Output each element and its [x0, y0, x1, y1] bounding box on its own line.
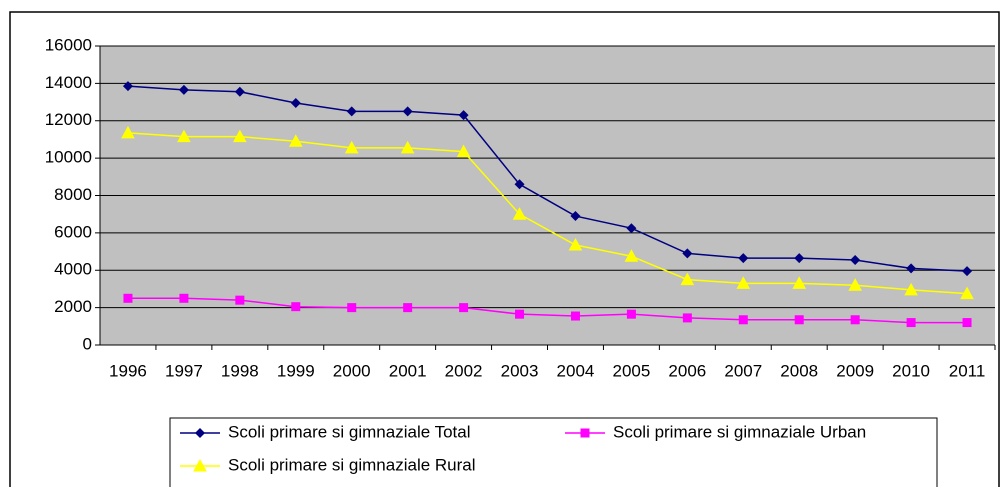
x-tick-label: 1998 [221, 361, 259, 380]
data-point [960, 286, 974, 300]
data-point [233, 129, 247, 143]
legend-label: Scoli primare si gimnaziale Urban [613, 422, 866, 441]
data-point [680, 272, 695, 286]
data-point [624, 249, 639, 262]
data-point [122, 81, 133, 92]
y-tick-label: 16000 [45, 35, 92, 54]
data-point [904, 282, 918, 296]
y-tick-label: 0 [83, 334, 92, 353]
x-tick-label: 2006 [668, 361, 706, 380]
y-tick-label: 2000 [54, 297, 92, 316]
legend-label: Scoli primare si gimnaziale Rural [228, 455, 476, 474]
data-point [850, 315, 860, 325]
data-point [346, 106, 357, 117]
x-tick-label: 1997 [165, 361, 203, 380]
data-point [123, 293, 133, 303]
data-point [570, 311, 580, 321]
data-point [403, 303, 413, 313]
y-tick-label: 4000 [54, 260, 92, 279]
x-tick-label: 2007 [724, 361, 762, 380]
legend-marker [193, 458, 207, 472]
data-point [682, 313, 692, 323]
data-point [794, 253, 805, 264]
data-point [568, 237, 583, 251]
data-point [906, 263, 917, 274]
data-point [736, 276, 751, 289]
legend-marker [580, 428, 590, 438]
x-tick-label: 2003 [501, 361, 539, 380]
data-point [178, 84, 189, 95]
legend-label: Scoli primare si gimnaziale Total [228, 422, 471, 441]
series-line [127, 132, 968, 295]
data-point [400, 140, 415, 154]
data-point [344, 140, 359, 154]
legend [169, 417, 938, 492]
data-point [515, 309, 525, 319]
data-point [177, 129, 191, 143]
y-tick-label: 10000 [45, 148, 92, 167]
legend-marker [195, 428, 205, 438]
data-point [794, 315, 804, 325]
data-point [906, 318, 916, 328]
data-point [291, 302, 301, 312]
data-point [626, 223, 637, 234]
y-tick-label: 8000 [54, 185, 92, 204]
data-point [458, 110, 469, 121]
data-point [682, 248, 693, 259]
x-tick-label: 2004 [557, 361, 595, 380]
x-tick-label: 1999 [277, 361, 315, 380]
x-tick-label: 2001 [389, 361, 427, 380]
x-tick-label: 2000 [333, 361, 371, 380]
data-point [738, 253, 749, 264]
y-tick-label: 14000 [45, 73, 92, 92]
data-point [738, 315, 748, 325]
data-point [962, 266, 973, 277]
data-point [402, 106, 413, 117]
x-tick-label: 2002 [445, 361, 483, 380]
series-line [127, 297, 968, 324]
data-point [570, 211, 581, 222]
data-point [850, 254, 861, 265]
data-point [235, 295, 245, 305]
x-tick-label: 2011 [949, 361, 986, 380]
data-point [179, 293, 189, 303]
x-tick-label: 2010 [892, 361, 930, 380]
series-line [127, 85, 968, 272]
y-tick-label: 12000 [45, 110, 92, 129]
data-point [792, 276, 807, 289]
data-point [290, 97, 301, 108]
data-point [962, 318, 972, 328]
data-point [512, 207, 527, 220]
data-point [288, 134, 303, 147]
data-point [121, 125, 135, 139]
data-point [626, 309, 636, 319]
data-point [234, 86, 245, 97]
data-point [347, 303, 357, 313]
x-tick-label: 2008 [780, 361, 818, 380]
x-tick-label: 1996 [109, 361, 147, 380]
data-point [456, 144, 471, 158]
x-tick-label: 2009 [836, 361, 874, 380]
x-tick-label: 2005 [612, 361, 650, 380]
data-point [514, 179, 525, 190]
data-point [459, 303, 469, 313]
y-tick-label: 6000 [54, 222, 92, 241]
data-point [848, 278, 862, 291]
